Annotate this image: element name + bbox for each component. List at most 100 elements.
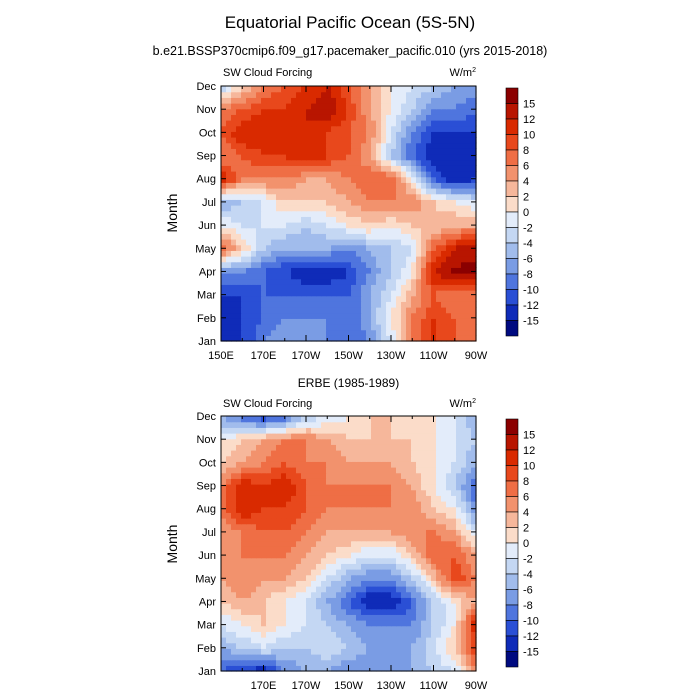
heatmap-cell [281,648,287,655]
heatmap-cell [261,455,267,462]
heatmap-cell [221,137,227,144]
heatmap-cell [296,529,302,536]
heatmap-cell [321,546,327,553]
heatmap-cell [271,580,277,587]
heatmap-cell [381,608,387,615]
heatmap-cell [236,467,242,474]
heatmap-cell [421,97,427,104]
heatmap-cell [266,171,272,178]
heatmap-cell [436,642,442,649]
heatmap-cell [406,86,412,93]
heatmap-cell [261,518,267,525]
heatmap-cell [401,193,407,200]
heatmap-cell [451,546,457,553]
heatmap-cell [356,620,362,627]
y-tick-label: Oct [199,127,216,139]
heatmap-cell [366,665,372,672]
heatmap-cell [431,284,437,291]
heatmap-cell [351,284,357,291]
heatmap-cell [241,586,247,593]
heatmap-cell [296,659,302,666]
heatmap-cell [241,489,247,496]
colorbar-swatch [505,635,519,652]
heatmap-cell [431,148,437,155]
heatmap-cell [281,620,287,627]
heatmap-cell [371,267,377,274]
heatmap-cell [321,261,327,268]
heatmap-cell [346,506,352,513]
heatmap-cell [466,574,472,581]
heatmap-cell [251,329,257,336]
heatmap-cell [436,182,442,189]
heatmap-cell [411,614,417,621]
heatmap-cell [261,654,267,661]
heatmap-cell [331,244,337,251]
heatmap-cell [256,233,262,240]
heatmap-cell [456,552,462,559]
heatmap-cell [461,472,467,479]
heatmap-cell [281,472,287,479]
heatmap-cell [456,182,462,189]
heatmap-cell [291,307,297,314]
heatmap-cell [461,222,467,229]
heatmap-cell [306,625,312,632]
heatmap-cell [376,199,382,206]
heatmap-cell [236,329,242,336]
heatmap-cell [471,148,477,155]
heatmap-cell [356,176,362,183]
heatmap-cell [241,563,247,570]
heatmap-cell [241,416,247,423]
heatmap-cell [446,324,452,331]
heatmap-cell [356,444,362,451]
heatmap-cell [331,625,337,632]
heatmap-cell [361,421,367,428]
heatmap-cell [301,329,307,336]
heatmap-cell [326,188,332,195]
heatmap-cell [271,569,277,576]
heatmap-cell [411,648,417,655]
heatmap-cell [256,148,262,155]
heatmap-cell [451,103,457,110]
heatmap-cell [451,614,457,621]
heatmap-cell [321,586,327,593]
heatmap-cell [271,278,277,285]
heatmap-cell [276,205,282,212]
heatmap-cell [466,455,472,462]
heatmap-cell [401,614,407,621]
heatmap-cell [236,227,242,234]
heatmap-cell [286,86,292,93]
heatmap-cell [451,188,457,195]
heatmap-cell [401,574,407,581]
heatmap-cell [336,165,342,172]
heatmap-cell [451,97,457,104]
heatmap-cell [351,86,357,93]
heatmap-cell [361,159,367,166]
heatmap-cell [336,574,342,581]
heatmap-cell [236,318,242,325]
heatmap-cell [401,324,407,331]
heatmap-cell [316,86,322,93]
heatmap-cell [326,182,332,189]
heatmap-cell [301,546,307,553]
heatmap-cell [431,591,437,598]
heatmap-cell [296,335,302,342]
heatmap-cell [316,416,322,423]
heatmap-cell [226,307,232,314]
heatmap-cell [461,648,467,655]
heatmap-cell [456,586,462,593]
heatmap-cell [441,103,447,110]
heatmap-cell [231,438,237,445]
heatmap-cell [251,467,257,474]
heatmap-cell [246,329,252,336]
heatmap-cell [281,114,287,121]
heatmap-cell [406,256,412,263]
heatmap-cell [431,557,437,564]
heatmap-cell [346,188,352,195]
heatmap-cell [361,114,367,121]
heatmap-cell [321,222,327,229]
heatmap-cell [466,467,472,474]
colorbar-label: 6 [523,492,529,504]
heatmap-cell [266,654,272,661]
heatmap-cell [311,563,317,570]
